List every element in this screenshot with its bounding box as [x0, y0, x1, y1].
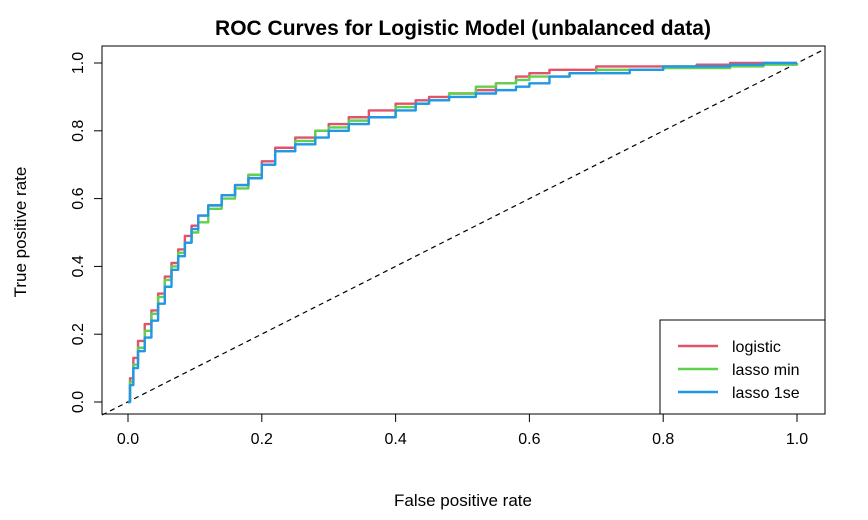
- y-axis-label: True positive rate: [11, 167, 30, 298]
- legend-box: [659, 319, 826, 415]
- y-tick-label: 1.0: [70, 52, 87, 74]
- series-line-lasso-1se: [128, 61, 797, 404]
- x-tick-label: 0.8: [652, 431, 674, 448]
- series-group: [128, 61, 799, 404]
- y-axis: 0.0 0.2 0.4 0.6 0.8 1.0: [70, 52, 103, 413]
- x-axis: 0.0 0.2 0.4 0.6 0.8 1.0: [117, 413, 808, 448]
- x-tick-label: 0.6: [518, 431, 540, 448]
- chart-title: ROC Curves for Logistic Model (unbalance…: [215, 17, 711, 40]
- x-axis-label: False positive rate: [394, 491, 532, 510]
- y-tick-label: 0.2: [70, 323, 87, 345]
- x-tick-label: 0.0: [117, 431, 139, 448]
- y-tick-label: 0.0: [70, 391, 87, 413]
- legend-label: lasso min: [732, 362, 800, 379]
- y-tick-label: 0.6: [70, 187, 87, 209]
- legend-label: logistic: [732, 339, 781, 356]
- legend-label: lasso 1se: [732, 385, 800, 402]
- x-tick-label: 1.0: [786, 431, 808, 448]
- y-tick-label: 0.4: [70, 255, 87, 277]
- legend: logistic lasso min lasso 1se: [659, 319, 826, 415]
- y-tick-label: 0.8: [70, 120, 87, 142]
- x-tick-label: 0.4: [384, 431, 406, 448]
- x-tick-label: 0.2: [251, 431, 273, 448]
